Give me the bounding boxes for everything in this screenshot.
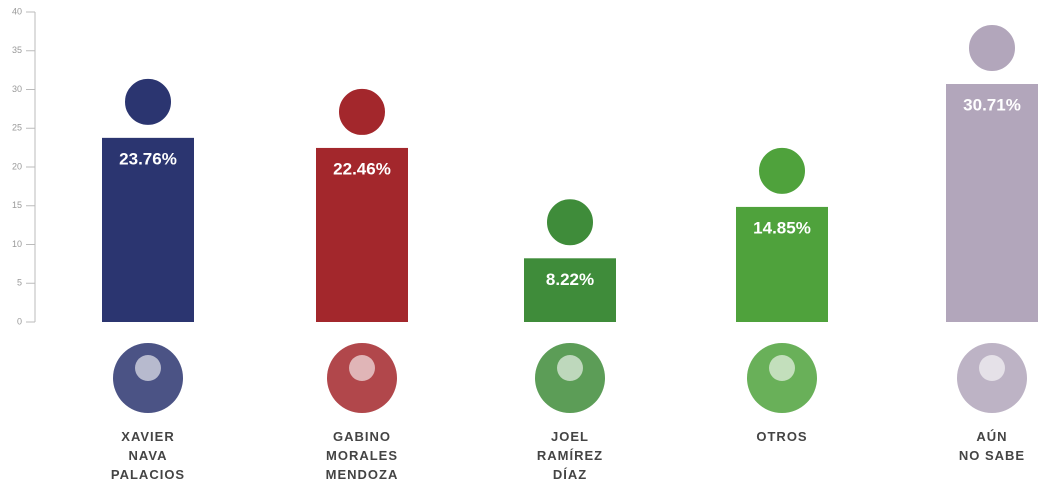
y-tick-label: 25 xyxy=(12,123,22,133)
category-label: XAVIER NAVA PALACIOS xyxy=(110,429,186,482)
party-icon xyxy=(545,197,595,248)
y-tick-label: 10 xyxy=(12,239,22,249)
y-tick-label: 20 xyxy=(12,161,22,171)
candidate-photo-head xyxy=(769,355,795,381)
bar xyxy=(102,137,194,322)
bar xyxy=(736,206,828,322)
value-label: 14.85% xyxy=(753,218,811,237)
candidate-photo-head xyxy=(979,355,1005,381)
y-tick-label: 40 xyxy=(12,6,22,16)
bar xyxy=(524,258,616,322)
y-tick-label: 5 xyxy=(17,278,22,288)
category-label: GABINO MORALES MENDOZA xyxy=(325,429,399,482)
candidate-photo-head xyxy=(135,355,161,381)
party-icon xyxy=(123,76,173,127)
category-label: JOEL RAMÍREZ DÍAZ xyxy=(536,429,604,482)
value-label: 23.76% xyxy=(119,149,177,168)
value-label: 22.46% xyxy=(333,159,391,178)
candidate-photo-head xyxy=(349,355,375,381)
candidate-photo-head xyxy=(557,355,583,381)
category-label: AÚN NO SABE xyxy=(958,429,1026,463)
party-icon xyxy=(337,86,387,137)
party-icon xyxy=(967,22,1017,73)
value-label: 8.22% xyxy=(546,270,594,289)
y-tick-label: 35 xyxy=(12,45,22,55)
value-label: 30.71% xyxy=(963,95,1021,114)
party-icon xyxy=(757,145,807,196)
y-tick-label: 15 xyxy=(12,200,22,210)
category-label: OTROS xyxy=(756,429,808,444)
y-tick-label: 0 xyxy=(17,316,22,326)
bar xyxy=(316,147,408,322)
y-tick-label: 30 xyxy=(12,84,22,94)
bar xyxy=(946,83,1038,322)
